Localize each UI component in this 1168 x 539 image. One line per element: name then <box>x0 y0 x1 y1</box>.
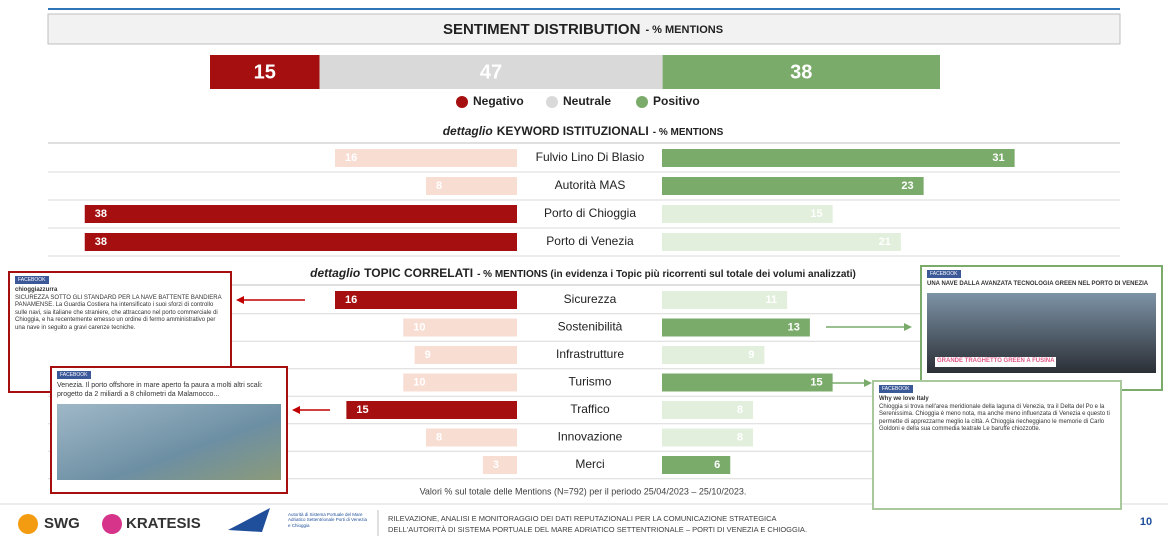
post-text: UNA NAVE DALLA AVANZATA TECNOLOGIA GREEN… <box>927 281 1156 289</box>
post-card: FACEBOOK Why we love Italy Chioggia si t… <box>872 380 1122 510</box>
category-label: Autorità MAS <box>555 178 626 192</box>
bar-negative <box>85 205 517 223</box>
bar-negative <box>335 291 517 309</box>
value-label: 8 <box>737 431 743 443</box>
value-label: 10 <box>413 321 425 333</box>
value-label: 16 <box>345 294 357 306</box>
value-label: 38 <box>95 208 107 220</box>
value-label: 8 <box>737 404 743 416</box>
arrow-head <box>904 323 912 331</box>
subtitle: - % MENTIONS (in evidenza i Topic più ri… <box>477 269 856 280</box>
bar-negative <box>483 456 517 474</box>
legend-swatch <box>636 96 648 108</box>
section-title: dettaglio KEYWORD ISTITUZIONALI - % MENTIO… <box>443 124 724 138</box>
value-label: 23 <box>901 180 913 192</box>
logo-mark <box>102 514 122 534</box>
legend-label: Positivo <box>653 94 700 108</box>
post-text: Venezia. Il porto offshore in mare apert… <box>57 382 281 400</box>
post-text: SICUREZZA SOTTO GLI STANDARD PER LA NAVE… <box>15 295 225 333</box>
value-label: 47 <box>480 61 502 83</box>
title: KEYWORD ISTITUZIONALI <box>497 124 649 138</box>
value-label: 9 <box>425 349 431 361</box>
value-label: 10 <box>413 376 425 388</box>
post-text: Chioggia si trova nell'area meridionale … <box>879 404 1115 434</box>
value-label: 15 <box>810 376 822 388</box>
post-author: chioggiazzurra <box>15 287 225 295</box>
logo-text-box: Autorità di Sistema Portuale del Mare Ad… <box>288 512 368 538</box>
category-label: Turismo <box>569 375 612 389</box>
category-label: Innovazione <box>558 430 623 444</box>
category-label: Infrastrutture <box>556 347 624 361</box>
bar-positive <box>662 149 1015 167</box>
post-source: FACEBOOK <box>15 276 49 284</box>
footer-text: DELL'AUTORITÀ DI SISTEMA PORTUALE DEL MA… <box>388 525 807 534</box>
value-label: 8 <box>436 431 442 443</box>
arrow-head <box>864 379 872 387</box>
logo-mark <box>18 514 38 534</box>
title-emphasis: dettaglio <box>310 266 360 280</box>
bar-negative <box>335 149 517 167</box>
bar-positive <box>662 177 924 195</box>
logo: Autorità di Sistema Portuale del Mare Ad… <box>288 512 368 528</box>
bar-negative <box>346 401 517 419</box>
category-label: Fulvio Lino Di Blasio <box>536 150 645 164</box>
value-label: 16 <box>345 152 357 164</box>
post-image <box>57 404 281 480</box>
title: TOPIC CORRELATI <box>364 266 473 280</box>
legend-label: Negativo <box>473 94 524 108</box>
legend-swatch <box>546 96 558 108</box>
post-card: FACEBOOK Venezia. Il porto offshore in m… <box>50 366 288 494</box>
value-label: 9 <box>748 349 754 361</box>
value-label: 6 <box>714 459 720 471</box>
legend-swatch <box>456 96 468 108</box>
subtitle: - % MENTIONS <box>653 127 724 138</box>
value-label: 13 <box>788 321 800 333</box>
chart-title: SENTIMENT DISTRIBUTION - % MENTIONS <box>443 21 723 38</box>
arrow-head <box>292 406 300 414</box>
value-label: 8 <box>436 180 442 192</box>
value-label: 31 <box>992 152 1004 164</box>
post-image: GRANDE TRAGHETTO GREEN A FUSINA <box>927 293 1156 373</box>
value-label: 15 <box>356 404 368 416</box>
page: Valori % sul totale delle Mentions (N=79… <box>0 0 1168 539</box>
post-caption: GRANDE TRAGHETTO GREEN A FUSINA <box>935 357 1056 367</box>
subtitle: - % MENTIONS <box>645 24 723 36</box>
value-label: 3 <box>493 459 499 471</box>
category-label: Traffico <box>570 402 610 416</box>
section-title: dettaglio TOPIC CORRELATI - % MENTIONS (in… <box>310 266 856 280</box>
logo-mark <box>228 508 270 532</box>
category-label: Porto di Venezia <box>546 234 634 248</box>
value-label: 38 <box>95 236 107 248</box>
post-source: FACEBOOK <box>879 385 913 393</box>
legend-label: Neutrale <box>563 94 611 108</box>
post-source: FACEBOOK <box>57 371 91 379</box>
footer-text: RILEVAZIONE, ANALISI E MONITORAGGIO DEI … <box>388 514 777 523</box>
bar-positive <box>662 205 833 223</box>
value-label: 11 <box>765 294 777 306</box>
category-label: Porto di Chioggia <box>544 206 636 220</box>
bar-negative <box>85 233 517 251</box>
note: Valori % sul totale delle Mentions (N=79… <box>420 486 747 496</box>
category-label: Merci <box>575 457 604 471</box>
title: SENTIMENT DISTRIBUTION <box>443 21 641 38</box>
bar-positive <box>662 233 901 251</box>
logo: KRATESIS <box>126 515 201 532</box>
category-label: Sostenibilità <box>558 320 623 334</box>
logo: SWG <box>44 515 80 532</box>
value-label: 21 <box>879 236 891 248</box>
value-label: 15 <box>810 208 822 220</box>
value-label: 15 <box>254 61 276 83</box>
title-emphasis: dettaglio <box>443 124 493 138</box>
post-source: FACEBOOK <box>927 270 961 278</box>
page-number: 10 <box>1140 516 1152 528</box>
category-label: Sicurezza <box>564 292 617 306</box>
post-card: FACEBOOK UNA NAVE DALLA AVANZATA TECNOLO… <box>920 265 1163 391</box>
bar-positive <box>662 374 833 392</box>
arrow-head <box>236 296 244 304</box>
post-author: Why we love Italy <box>879 396 1115 404</box>
value-label: 38 <box>790 61 812 83</box>
